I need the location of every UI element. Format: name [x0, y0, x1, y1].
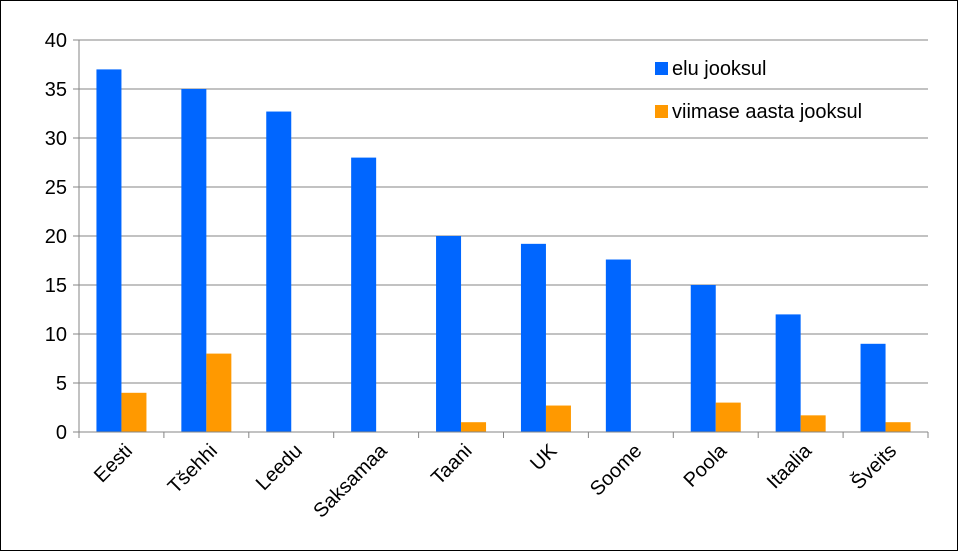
legend: elu jooksul viimase aasta jooksul: [655, 58, 862, 123]
legend-swatch: [655, 62, 668, 75]
bar-viimase-aasta: [715, 402, 741, 432]
legend-label: elu jooksul: [672, 58, 767, 80]
bar-elu-jooksul: [605, 259, 631, 432]
legend-swatch: [655, 105, 668, 118]
bar-elu-jooksul: [520, 243, 546, 432]
bars: [96, 69, 911, 433]
x-axis-ticks: Eesti Tšehhi Leedu Saksamaa Taani UK Soome Pool…: [78, 432, 929, 522]
bar-viimase-aasta: [800, 415, 826, 432]
x-category-label: Leedu: [252, 440, 307, 495]
bar-viimase-aasta: [121, 392, 147, 432]
x-category-label: Eesti: [90, 440, 137, 487]
y-tick-label: 0: [56, 422, 67, 444]
y-tick-label: 5: [56, 373, 67, 395]
x-category-label: Taani: [427, 440, 476, 489]
x-category-label: Soome: [586, 440, 646, 500]
bar-elu-jooksul: [181, 89, 207, 432]
x-category-label: UK: [526, 440, 562, 476]
bar-viimase-aasta: [545, 405, 571, 432]
bar-elu-jooksul: [690, 285, 716, 432]
bar-elu-jooksul: [96, 69, 122, 433]
y-tick-label: 20: [45, 226, 67, 248]
y-axis-ticks: 0 5 10 15 20 25 30 35 40: [45, 30, 79, 444]
bar-viimase-aasta: [885, 422, 911, 432]
bar-elu-jooksul: [860, 343, 886, 432]
y-tick-label: 30: [45, 128, 67, 150]
x-category-label: Saksamaa: [309, 439, 392, 522]
bar-elu-jooksul: [351, 157, 377, 432]
bar-elu-jooksul: [775, 314, 801, 432]
x-category-label: Itaalia: [763, 439, 817, 493]
bar-viimase-aasta: [461, 422, 487, 432]
legend-label: viimase aasta jooksul: [672, 101, 862, 123]
x-category-label: Poola: [680, 439, 732, 491]
y-tick-label: 10: [45, 324, 67, 346]
y-tick-label: 15: [45, 275, 67, 297]
x-category-label: Tšehhi: [164, 440, 222, 498]
x-category-label: Šveits: [846, 439, 901, 494]
bar-elu-jooksul: [436, 236, 462, 432]
bar-viimase-aasta: [206, 353, 232, 432]
bar-elu-jooksul: [266, 111, 292, 432]
y-tick-label: 25: [45, 177, 67, 199]
y-tick-label: 35: [45, 79, 67, 101]
y-tick-label: 40: [45, 30, 67, 52]
